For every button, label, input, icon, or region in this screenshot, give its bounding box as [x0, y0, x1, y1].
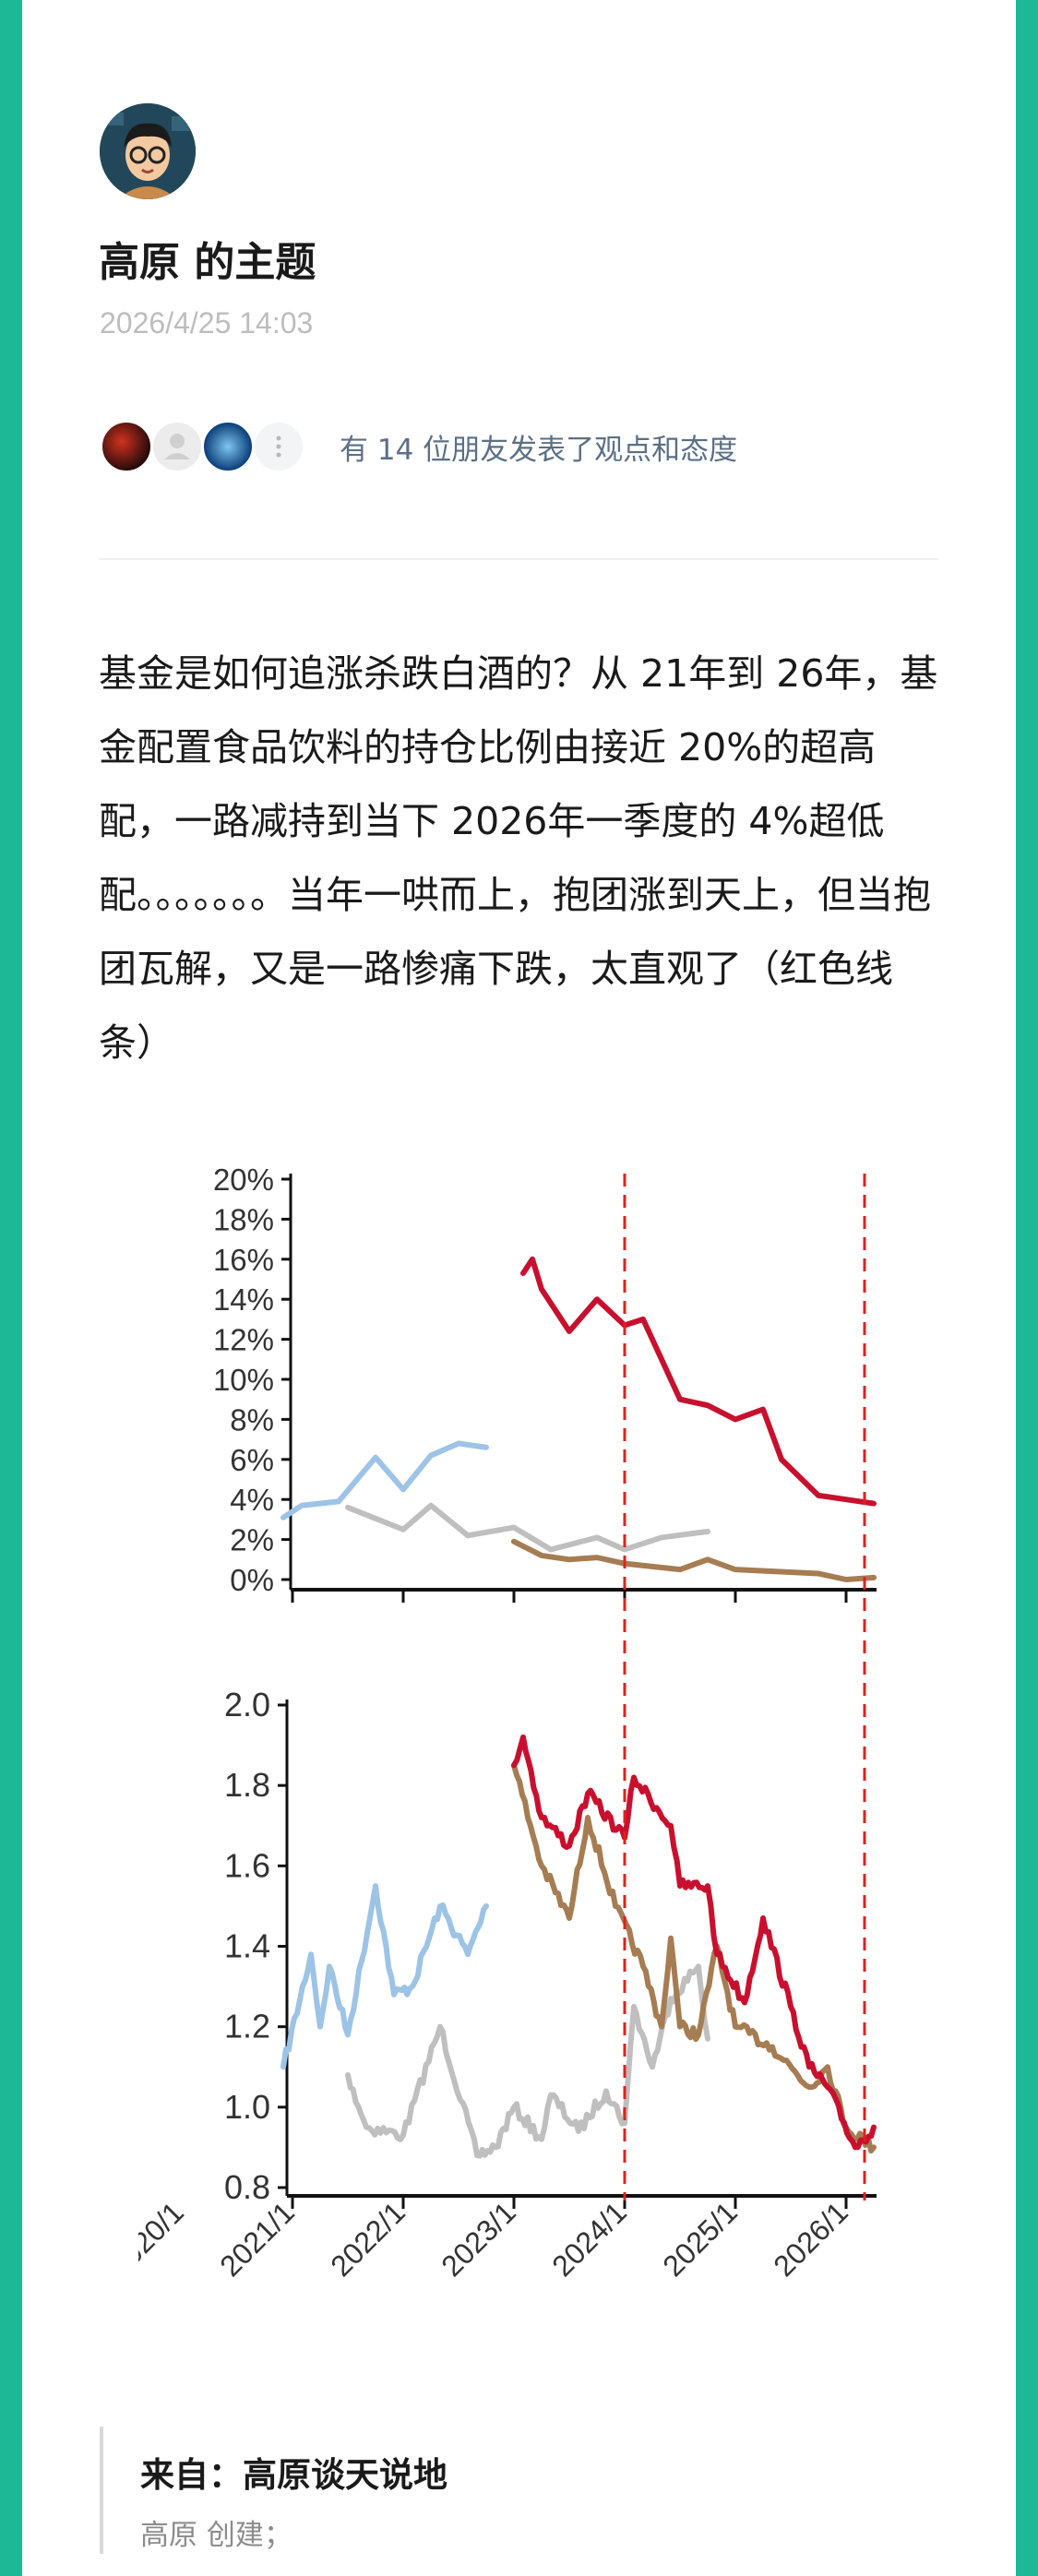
friend-avatar-default[interactable]: [150, 420, 204, 473]
quote-bar: [100, 2427, 103, 2554]
x-tick-label: 2020/1: [102, 2195, 190, 2283]
y-tick-label: 10%: [213, 1363, 274, 1397]
y-tick-label: 2.0: [224, 1686, 270, 1723]
series-line: [511, 1762, 877, 2154]
y-tick-label: 20%: [213, 1163, 274, 1197]
user-placeholder-icon: [164, 434, 190, 459]
y-tick-label: 2%: [230, 1523, 274, 1557]
y-tick-label: 1.2: [224, 2008, 270, 2045]
y-tick-label: 14%: [213, 1282, 274, 1317]
y-tick-label: 4%: [230, 1483, 274, 1517]
y-tick-label: 0.8: [224, 2168, 270, 2206]
series-line: [345, 1963, 710, 2159]
series-line: [511, 1538, 877, 1582]
y-tick-label: 18%: [213, 1202, 274, 1236]
x-tick-label: 2023/1: [435, 2195, 522, 2283]
series-line: [345, 1502, 710, 1553]
y-tick-label: 12%: [213, 1323, 274, 1357]
post-body: 基金是如何追涨杀跌白酒的？从 21年到 26年，基金配置食品饮料的持仓比例由接近…: [99, 651, 938, 1065]
series-line: [520, 1256, 877, 1507]
post-title: 高原 的主题: [99, 239, 316, 286]
x-tick-label: 2024/1: [545, 2195, 633, 2283]
y-tick-label: 1.0: [224, 2088, 270, 2126]
chart-group: 0% 2% 4% 6% 8% 10% 12% 14% 16% 18% 20% 0.8 1.0 1.2 1.4…: [102, 1163, 877, 2283]
creator-text: 高原 创建；: [140, 2519, 292, 2552]
y-tick-label: 16%: [213, 1243, 274, 1277]
avatar-illustration-icon: [100, 103, 196, 199]
x-tick-label: 2021/1: [213, 2195, 301, 2283]
series-line: [280, 1883, 489, 2070]
y-tick-label: 1.4: [224, 1927, 270, 1965]
friend-avatar[interactable]: [100, 420, 153, 473]
more-vertical-icon[interactable]: [252, 420, 305, 473]
y-tick-label: 0%: [230, 1563, 274, 1597]
x-tick-label: 2026/1: [767, 2195, 854, 2283]
series-line: [280, 1440, 489, 1521]
source-group-link[interactable]: 来自：高原谈天说地: [140, 2455, 447, 2495]
friends-opinion-link[interactable]: 有 14 位朋友发表了观点和态度: [340, 434, 738, 467]
x-tick-label: 2025/1: [656, 2195, 744, 2283]
y-tick-label: 8%: [230, 1402, 274, 1437]
series-line: [511, 1734, 877, 2151]
y-tick-label: 6%: [230, 1443, 274, 1477]
y-tick-label: 1.8: [224, 1766, 270, 1804]
friend-avatar[interactable]: [201, 420, 255, 473]
post-date: 2026/4/25 14:03: [100, 306, 314, 340]
fund-allocation-chart: 0% 2% 4% 6% 8% 10% 12% 14% 16% 18% 20% 0.8 1.0 1.2 1.4…: [102, 1163, 877, 2283]
author-avatar[interactable]: [100, 103, 196, 199]
y-tick-label: 1.6: [224, 1846, 270, 1884]
divider: [99, 558, 938, 560]
x-tick-label: 2022/1: [324, 2195, 412, 2283]
